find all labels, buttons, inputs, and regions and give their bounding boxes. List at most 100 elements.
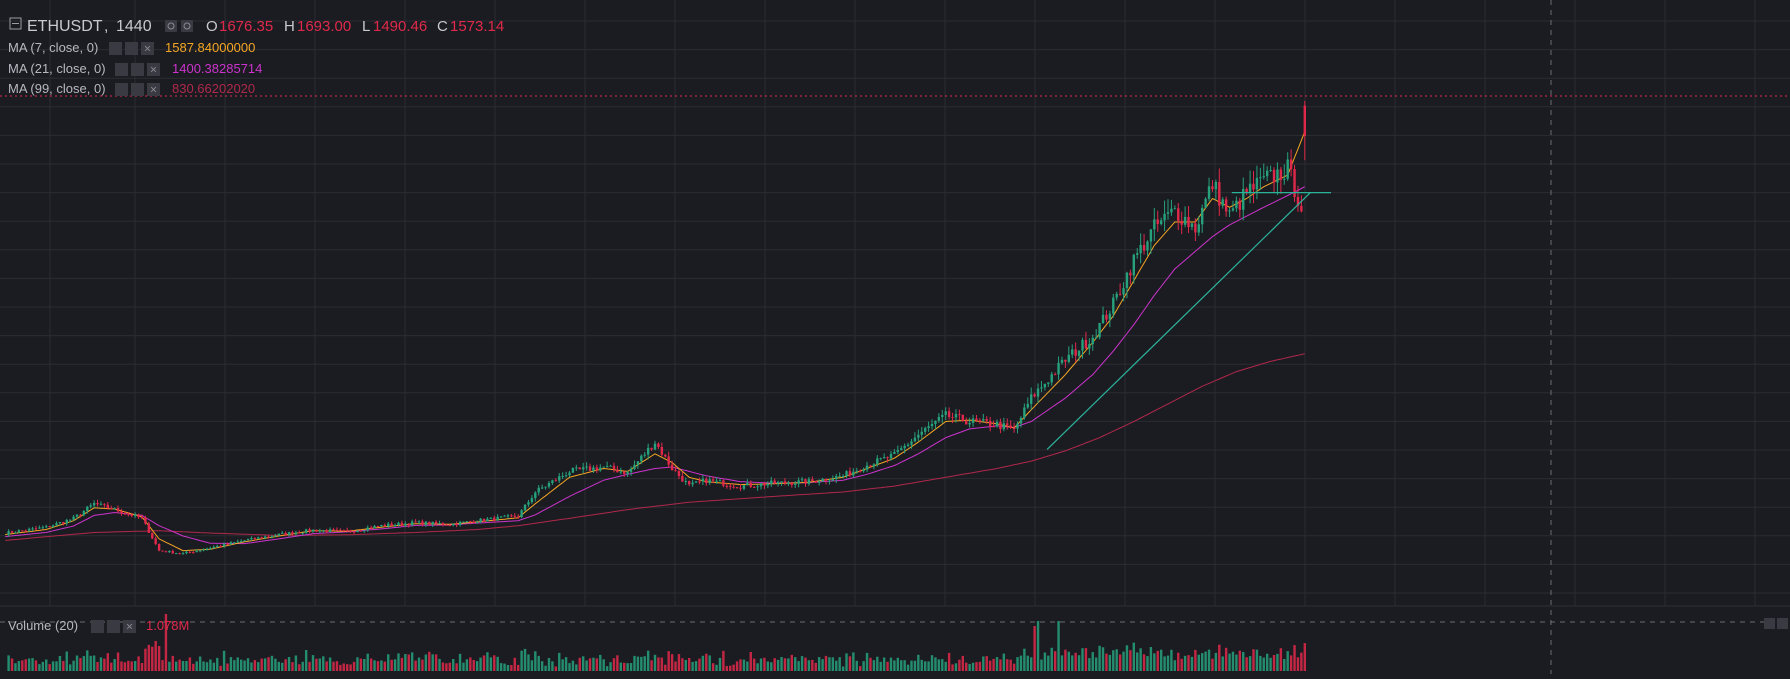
candle-body	[732, 486, 735, 488]
source-icon[interactable]	[181, 20, 193, 32]
volume-bar	[24, 659, 27, 671]
volume-settings-icon[interactable]	[107, 620, 120, 633]
volume-bar	[982, 656, 985, 671]
volume-bar	[380, 660, 383, 671]
volume-close-icon[interactable]	[123, 620, 136, 633]
collapse-icon[interactable]	[9, 17, 22, 30]
volume-bar	[636, 656, 640, 671]
volume-bar	[41, 661, 45, 671]
candle-body	[291, 532, 294, 535]
ma99-visibility-icon[interactable]	[115, 83, 128, 96]
ma21-visibility-icon[interactable]	[115, 63, 128, 76]
volume-bar	[127, 660, 130, 671]
volume-bar	[653, 654, 657, 671]
candle-body	[99, 503, 103, 505]
candle-body	[944, 411, 947, 415]
volume-bar	[520, 650, 523, 671]
ma7-settings-icon[interactable]	[125, 42, 138, 55]
candle-body	[941, 414, 944, 417]
candle-body	[824, 478, 828, 481]
ma21-close-glyph: ×	[150, 63, 157, 77]
ma21-close-icon[interactable]	[147, 63, 160, 76]
volume-bar	[817, 657, 821, 671]
candle-body	[226, 543, 229, 545]
candle-body	[400, 522, 404, 526]
pane-close-icon[interactable]	[1777, 618, 1788, 629]
volume-bar	[1098, 645, 1101, 671]
volume-bar	[1163, 656, 1166, 671]
candle-body	[811, 479, 814, 481]
volume-bar	[571, 660, 575, 671]
settings-icon[interactable]	[165, 20, 177, 32]
volume-bar	[564, 657, 568, 671]
candle-body	[469, 521, 472, 523]
candle-body	[581, 467, 585, 470]
ma7-close-icon[interactable]	[141, 42, 154, 55]
volume-bar	[482, 655, 486, 671]
volume-bar	[164, 614, 168, 671]
volume-bar	[1030, 657, 1033, 671]
ma7-visibility-icon[interactable]	[109, 42, 122, 55]
volume-bar	[328, 657, 332, 671]
candle-body	[1276, 169, 1279, 183]
candle-body	[257, 537, 260, 539]
volume-bar	[660, 657, 664, 671]
volume-bar	[876, 656, 879, 671]
volume-bar	[387, 654, 390, 671]
candle-body	[790, 483, 793, 485]
volume-bar	[144, 648, 147, 671]
volume-bar	[178, 659, 181, 671]
volume-bar	[1214, 652, 1218, 671]
volume-bar	[339, 664, 342, 671]
candle-body	[910, 441, 913, 445]
candle-body	[127, 513, 130, 515]
volume-bar	[10, 658, 14, 671]
candle-body	[934, 420, 937, 424]
volume-bar	[629, 663, 633, 671]
ma99-settings-icon[interactable]	[131, 83, 144, 96]
candle-body	[1098, 323, 1101, 338]
candle-body	[335, 529, 339, 531]
volume-bar	[445, 663, 448, 671]
candle-body	[96, 503, 99, 505]
candle-body	[270, 536, 274, 538]
volume-bar	[209, 659, 212, 671]
candle-body	[1067, 354, 1071, 362]
candle-body	[212, 546, 216, 549]
volume-bar	[14, 663, 17, 671]
trendline-0[interactable]	[1046, 192, 1311, 450]
volume-visibility-icon[interactable]	[91, 620, 104, 633]
volume-bar	[848, 656, 852, 671]
trendlines[interactable]	[1046, 192, 1331, 450]
ma99-close-icon[interactable]	[147, 83, 160, 96]
candle-body	[1019, 417, 1023, 424]
candle-body	[783, 481, 787, 484]
candle-body	[325, 530, 328, 532]
candle-body	[10, 531, 14, 533]
ma21-settings-icon[interactable]	[131, 63, 144, 76]
volume-bar	[910, 660, 913, 671]
candle-body	[284, 532, 287, 535]
candle-body	[540, 487, 544, 489]
candle-body	[414, 521, 417, 523]
pane-maximize-icon[interactable]	[1764, 618, 1775, 629]
volume-bar	[284, 659, 287, 671]
volume-bar	[1132, 642, 1135, 671]
volume-bar	[944, 661, 947, 671]
candle-body	[1252, 183, 1255, 190]
candle-body	[670, 464, 674, 471]
volume-bar	[705, 653, 708, 671]
volume-bar	[222, 650, 226, 671]
candle-body	[1064, 359, 1067, 362]
candle-body	[1101, 314, 1105, 324]
volume-bar	[421, 659, 424, 671]
volume-bar	[1259, 655, 1262, 671]
volume-bar	[27, 658, 31, 671]
volume-bar	[1091, 652, 1094, 671]
volume-bar	[205, 662, 209, 671]
candle-body	[287, 532, 291, 535]
candle-body	[1255, 178, 1259, 190]
candle-body	[903, 445, 906, 449]
